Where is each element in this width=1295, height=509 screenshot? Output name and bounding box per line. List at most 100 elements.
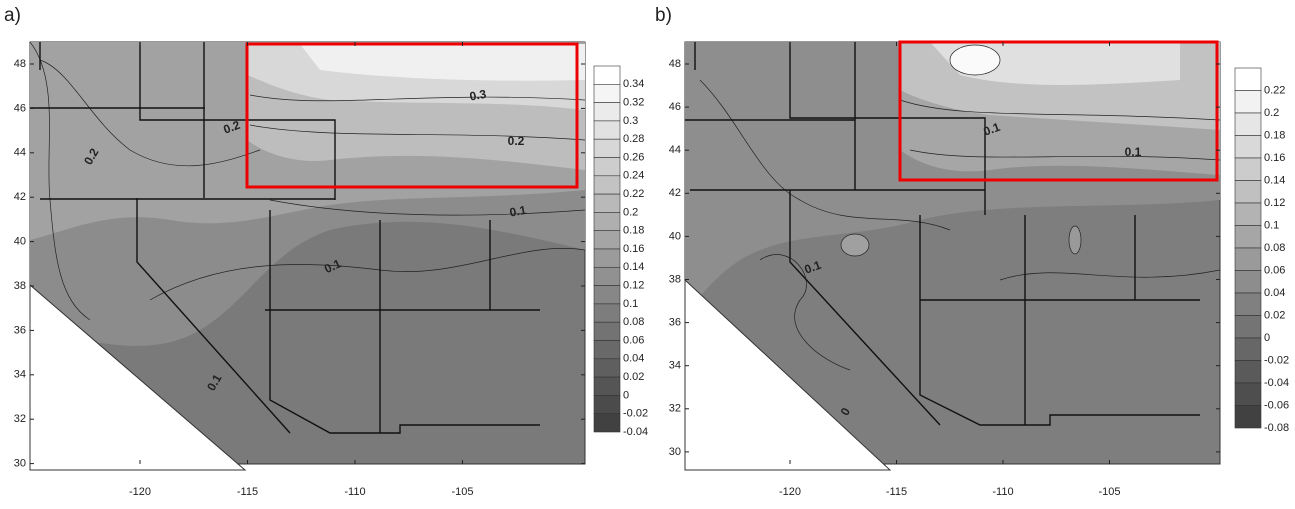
colorbar-label: 0.28 bbox=[623, 133, 644, 145]
colorbar-label: -0.04 bbox=[1264, 377, 1289, 389]
x-tick-label: -105 bbox=[451, 486, 473, 498]
contour-label: 0.2 bbox=[221, 118, 242, 137]
contour-label: 0.2 bbox=[508, 134, 525, 148]
y-tick-label: 40 bbox=[669, 230, 681, 242]
y-tick-label: 34 bbox=[669, 360, 681, 372]
colorbar-cell bbox=[593, 120, 621, 140]
colorbar-label: 0.08 bbox=[1264, 242, 1285, 254]
y-tick-label: 42 bbox=[14, 191, 26, 203]
colorbar-cell bbox=[1234, 225, 1262, 249]
colorbar-cell bbox=[593, 84, 621, 103]
colorbar-cell bbox=[593, 413, 621, 433]
y-tick-label: 42 bbox=[669, 187, 681, 199]
colorbar-cell bbox=[1234, 247, 1262, 271]
y-tick-label: 38 bbox=[14, 280, 26, 292]
colorbar-cell bbox=[593, 395, 621, 414]
colorbar-label: 0.2 bbox=[623, 206, 638, 218]
colorbar-label: 0.12 bbox=[623, 280, 644, 292]
colorbar-label: 0.32 bbox=[623, 97, 644, 109]
colorbar-label: 0.1 bbox=[623, 298, 638, 310]
colorbar-label: 0.18 bbox=[1264, 129, 1285, 141]
colorbar-label: 0.06 bbox=[1264, 264, 1285, 276]
colorbar-cell bbox=[593, 157, 621, 177]
colorbar-label: 0.04 bbox=[623, 353, 644, 365]
x-tick-label: -105 bbox=[1098, 486, 1120, 498]
y-tick-label: 32 bbox=[669, 403, 681, 415]
colorbar-cell bbox=[1234, 405, 1262, 429]
colorbar-cell bbox=[593, 230, 621, 250]
colorbar-cell bbox=[1234, 315, 1262, 339]
y-tick-label: 44 bbox=[669, 144, 681, 156]
colorbar-label: 0.12 bbox=[1264, 197, 1285, 209]
contour-label: 0.1 bbox=[322, 256, 343, 276]
colorbar-label: 0.04 bbox=[1264, 287, 1285, 299]
y-tick-label: 30 bbox=[14, 458, 26, 470]
colorbar-cell bbox=[1234, 292, 1262, 316]
colorbar-cell bbox=[1234, 135, 1262, 159]
colorbar-cell bbox=[593, 248, 621, 268]
colorbar-label: 0.1 bbox=[1264, 219, 1279, 231]
colorbar-cell bbox=[1234, 90, 1262, 114]
colorbar-label: -0.02 bbox=[623, 408, 648, 420]
colorbar-cell bbox=[593, 266, 621, 286]
colorbar-label: 0.16 bbox=[623, 243, 644, 255]
y-tick-label: 46 bbox=[14, 102, 26, 114]
colorbar-cell bbox=[593, 321, 621, 341]
colorbar-cell bbox=[1234, 360, 1262, 384]
contour-label: 0.1 bbox=[981, 120, 1002, 139]
colorbar-label: 0.22 bbox=[623, 188, 644, 200]
colorbar-cell bbox=[593, 376, 621, 396]
panel-label: a) bbox=[4, 5, 21, 26]
y-tick-label: 46 bbox=[669, 101, 681, 113]
colorbar-label: 0.14 bbox=[623, 261, 644, 273]
y-tick-label: 36 bbox=[669, 317, 681, 329]
colorbar-cell bbox=[593, 285, 621, 305]
panel-label: b) bbox=[655, 5, 672, 26]
colorbar-cell bbox=[1234, 382, 1262, 406]
colorbar-label: -0.08 bbox=[1264, 422, 1289, 434]
y-tick-label: 48 bbox=[14, 58, 26, 70]
colorbar-cell bbox=[1234, 67, 1262, 91]
contour-label: 0.3 bbox=[468, 87, 487, 104]
x-tick-label: -110 bbox=[992, 486, 1013, 498]
x-tick-label: -120 bbox=[779, 486, 801, 498]
colorbar-cell bbox=[1234, 180, 1262, 204]
x-tick-label: -115 bbox=[886, 486, 907, 498]
colorbar-cell bbox=[593, 175, 621, 195]
x-tick-label: -120 bbox=[129, 486, 151, 498]
x-tick-label: -115 bbox=[237, 486, 258, 498]
map-a bbox=[29, 41, 586, 471]
y-tick-label: 40 bbox=[14, 236, 26, 248]
colorbar-cell bbox=[593, 340, 621, 360]
colorbar-label: 0.2 bbox=[1264, 107, 1279, 119]
colorbar-cell bbox=[593, 138, 621, 158]
colorbar-label: 0.16 bbox=[1264, 152, 1285, 164]
colorbar-label: 0.34 bbox=[623, 78, 644, 90]
colorbar-cell bbox=[1234, 157, 1262, 181]
colorbar-label: 0 bbox=[623, 389, 629, 401]
colorbar-label: 0.24 bbox=[623, 170, 644, 182]
colorbar-label: 0.18 bbox=[623, 225, 644, 237]
colorbar-cell bbox=[593, 212, 621, 231]
contour-label: 0.1 bbox=[1125, 145, 1142, 159]
colorbar-label: -0.04 bbox=[623, 426, 648, 438]
y-tick-label: 44 bbox=[14, 147, 26, 159]
y-tick-label: 32 bbox=[14, 413, 26, 425]
colorbar-cell bbox=[1234, 112, 1262, 136]
colorbar-cell bbox=[593, 358, 621, 378]
colorbar-label: 0.02 bbox=[1264, 309, 1285, 321]
colorbar-cell bbox=[593, 65, 621, 85]
colorbar-cell bbox=[1234, 202, 1262, 226]
y-tick-label: 34 bbox=[14, 369, 26, 381]
colorbar-label: -0.02 bbox=[1264, 354, 1289, 366]
colorbar-label: -0.06 bbox=[1264, 399, 1289, 411]
y-tick-label: 36 bbox=[14, 324, 26, 336]
colorbar-cell bbox=[593, 193, 621, 213]
colorbar-label: 0.3 bbox=[623, 115, 638, 127]
colorbar-label: 0.22 bbox=[1264, 84, 1285, 96]
colorbar-label: 0.26 bbox=[623, 151, 644, 163]
colorbar-cell bbox=[593, 303, 621, 323]
y-tick-label: 30 bbox=[669, 446, 681, 458]
map-b bbox=[684, 40, 1221, 471]
